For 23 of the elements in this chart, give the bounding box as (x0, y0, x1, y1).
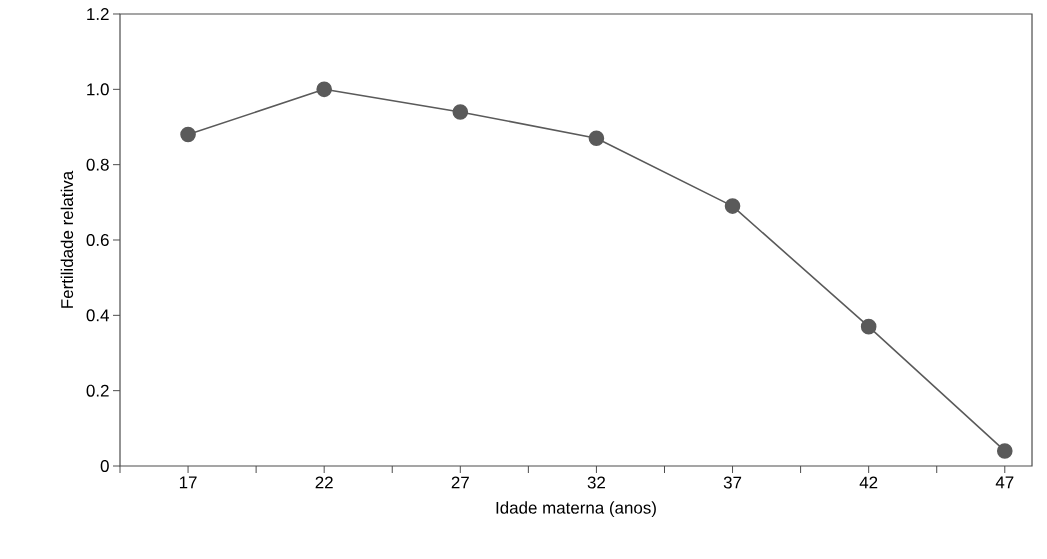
y-tick-label: 0 (100, 460, 109, 472)
point (180, 126, 196, 143)
y-tick-label: 1.0 (87, 83, 109, 96)
x-tick-label: 22 (315, 476, 333, 489)
x-tick-label: 47 (995, 476, 1014, 489)
x-tick-label: 42 (859, 476, 878, 489)
point (588, 130, 605, 147)
y-tick-label: 1.2 (87, 8, 109, 20)
point (860, 318, 877, 335)
point (724, 198, 741, 214)
point (996, 443, 1013, 459)
y-axis-title: Fertilidade relativa (60, 170, 74, 308)
x-tick-label: 17 (179, 476, 197, 489)
y-tick-label: 0.6 (86, 234, 109, 246)
y-tick-label: 0.2 (86, 384, 109, 397)
y-tick-label: 0.4 (86, 309, 109, 322)
x-tick-label: 37 (723, 476, 742, 489)
point (452, 104, 469, 120)
x-tick-label: 32 (587, 476, 605, 489)
x-tick-label: 27 (451, 476, 469, 489)
point (316, 81, 332, 98)
y-tick-label: 0.8 (86, 158, 109, 171)
x-axis-title: Idade materna (anos) (496, 501, 656, 518)
